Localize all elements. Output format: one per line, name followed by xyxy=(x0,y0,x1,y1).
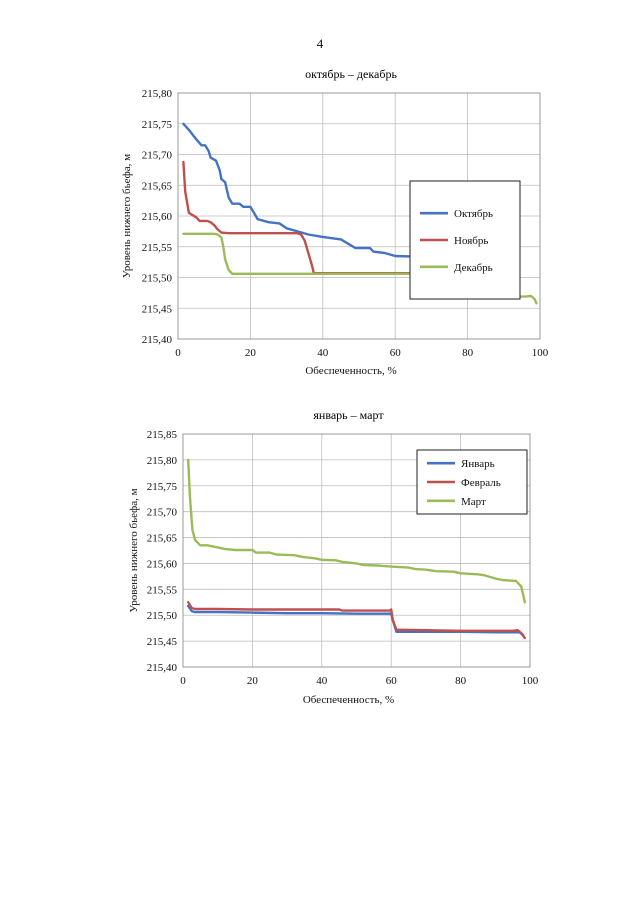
plot-area xyxy=(182,433,531,668)
y-tick-label: 215,70 xyxy=(147,507,178,519)
x-tick-label: 40 xyxy=(317,347,329,359)
y-tick-label: 215,45 xyxy=(147,636,178,648)
y-tick-label: 215,70 xyxy=(142,150,173,162)
series-line-Февраль xyxy=(187,601,526,640)
y-tick-label: 215,85 xyxy=(147,429,178,441)
legend-label: Март xyxy=(461,496,486,508)
chart-title: январь – март xyxy=(313,408,384,422)
y-tick-label: 215,60 xyxy=(142,211,173,223)
y-tick-label: 215,80 xyxy=(147,455,178,467)
x-tick-label: 100 xyxy=(522,675,539,687)
x-axis-title: Обеспеченность, % xyxy=(305,365,396,377)
x-axis-title: Обеспеченность, % xyxy=(303,694,394,706)
y-axis-title: Уровень нижнего бьефа, м xyxy=(128,488,140,612)
chart-october-december: октябрь – декабрь 215,40 215,45 215,50 215,5… xyxy=(121,67,549,377)
x-tick-label: 40 xyxy=(316,675,328,687)
page-number: 4 xyxy=(316,36,324,51)
x-tick-label: 60 xyxy=(390,347,402,359)
chart-january-march: январь – март 215,40 215,45 215,50 215,55 215… xyxy=(128,408,539,706)
x-tick-label: 80 xyxy=(455,675,467,687)
legend-label: Декабрь xyxy=(454,262,493,274)
y-tick-label: 215,65 xyxy=(142,180,173,192)
x-tick-label: 20 xyxy=(247,675,259,687)
y-tick-label: 215,55 xyxy=(142,242,173,254)
legend-label: Февраль xyxy=(461,477,501,489)
x-tick-label: 80 xyxy=(462,347,474,359)
x-tick-label: 0 xyxy=(180,675,186,687)
y-tick-label: 215,40 xyxy=(147,662,178,674)
y-tick-label: 215,40 xyxy=(142,334,173,346)
legend-label: Октябрь xyxy=(454,208,493,220)
x-tick-label: 20 xyxy=(245,347,257,359)
y-tick-label: 215,75 xyxy=(142,119,173,131)
series-line-Март xyxy=(187,458,526,604)
y-tick-label: 215,75 xyxy=(147,481,178,493)
y-tick-label: 215,50 xyxy=(142,273,173,285)
y-tick-label: 215,80 xyxy=(142,88,173,100)
chart-title: октябрь – декабрь xyxy=(305,67,397,81)
y-tick-label: 215,65 xyxy=(147,533,178,545)
legend-label: Январь xyxy=(461,458,495,470)
y-tick-label: 215,45 xyxy=(142,303,173,315)
legend-label: Ноябрь xyxy=(454,235,488,247)
y-tick-label: 215,60 xyxy=(147,558,178,570)
plot-area xyxy=(177,92,541,340)
x-tick-label: 60 xyxy=(386,675,398,687)
x-tick-label: 0 xyxy=(175,347,181,359)
y-axis-title: Уровень нижнего бьефа, м xyxy=(121,154,133,278)
y-tick-label: 215,50 xyxy=(147,610,178,622)
y-tick-label: 215,55 xyxy=(147,584,178,596)
x-tick-label: 100 xyxy=(532,347,549,359)
